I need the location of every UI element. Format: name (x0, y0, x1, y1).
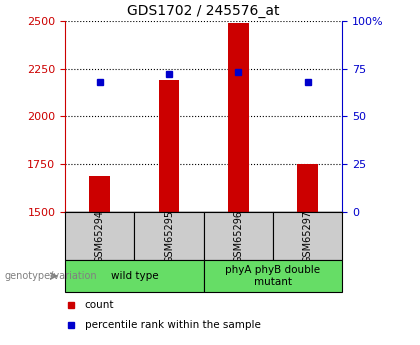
Text: genotype/variation: genotype/variation (4, 271, 97, 281)
Text: GSM65294: GSM65294 (95, 210, 105, 263)
Bar (65, 260, 204, 292)
Bar (297, 164, 318, 212)
Text: GSM65295: GSM65295 (164, 210, 174, 263)
Bar (228, 23, 249, 212)
Text: GSM65296: GSM65296 (234, 210, 243, 263)
Bar (273, 212, 342, 260)
Text: wild type: wild type (110, 271, 158, 281)
Text: phyA phyB double
mutant: phyA phyB double mutant (226, 265, 320, 287)
Bar (159, 80, 179, 212)
Bar (204, 212, 273, 260)
Title: GDS1702 / 245576_at: GDS1702 / 245576_at (127, 4, 280, 18)
Text: GSM65297: GSM65297 (303, 210, 312, 263)
Bar (65, 212, 134, 260)
Bar (134, 212, 204, 260)
Text: count: count (84, 300, 114, 310)
Bar (89, 176, 110, 212)
Text: percentile rank within the sample: percentile rank within the sample (84, 320, 260, 330)
Bar (204, 260, 342, 292)
